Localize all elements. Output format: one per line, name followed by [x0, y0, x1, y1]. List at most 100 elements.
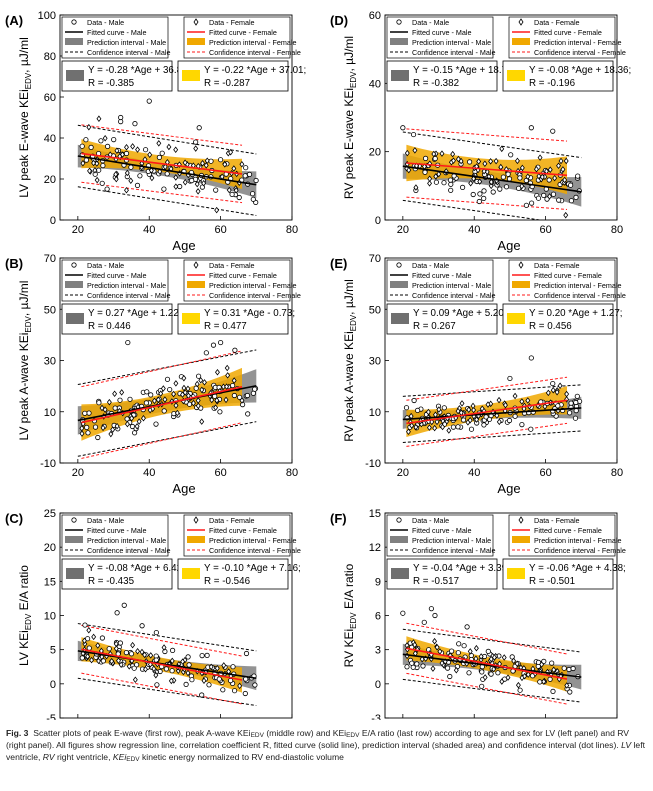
female-point — [458, 157, 464, 165]
legend-label: Data - Male — [87, 261, 124, 270]
female-point — [171, 390, 177, 398]
female-point — [478, 653, 484, 660]
male-point — [459, 184, 466, 190]
y-tick-label: 12 — [369, 542, 381, 554]
y-tick-label: 10 — [369, 407, 381, 419]
male-point — [186, 662, 192, 668]
female-point — [173, 402, 179, 409]
male-point — [523, 202, 530, 208]
female-equation-box: Y = -0.08 *Age + 18.36; R = -0.196 — [502, 60, 631, 92]
y-label-unit: , µJ/ml — [17, 281, 31, 317]
y-tick-label: 10 — [44, 611, 56, 623]
female-point — [116, 657, 121, 664]
male-point — [137, 173, 143, 179]
male-point — [159, 150, 165, 156]
male-point — [468, 426, 475, 432]
male-point — [218, 157, 224, 163]
female-point — [82, 637, 87, 645]
male-point — [448, 648, 455, 654]
male-point — [567, 689, 573, 695]
female-point — [201, 677, 207, 684]
x-axis-label: Age — [172, 238, 195, 253]
legend-label: Prediction interval - Male — [412, 38, 491, 47]
y-tick-label: -10 — [365, 458, 381, 470]
female-point — [86, 123, 92, 131]
male-point — [448, 187, 454, 193]
male-point — [85, 636, 91, 642]
equation-swatch — [182, 70, 200, 81]
male-point — [154, 682, 160, 688]
male-point — [455, 424, 461, 430]
female-point — [519, 674, 525, 682]
male-point — [535, 659, 542, 666]
female-point — [225, 372, 231, 379]
legend-label: Prediction interval - Male — [412, 281, 491, 290]
male-point — [220, 687, 226, 693]
legend-box — [386, 514, 494, 557]
equation-text: Y = 0.27 *Age + 1.22; — [88, 308, 182, 319]
male-point — [547, 676, 553, 682]
legend-label: Confidence interval - Female — [534, 291, 626, 300]
y-axis-label: RV KEiEDV E/A ratio — [342, 563, 358, 667]
female-point — [113, 175, 119, 183]
female-point — [470, 402, 476, 410]
male-point — [164, 376, 171, 382]
male-point — [508, 152, 514, 158]
female-point — [201, 180, 207, 187]
female-point — [181, 384, 187, 392]
y-tick-label: 0 — [375, 679, 381, 691]
caption-text-1: Scatter plots of peak E-wave (first row)… — [33, 728, 251, 738]
female-point — [436, 406, 442, 413]
female-point — [215, 368, 220, 376]
male-point — [546, 177, 552, 183]
legend-box — [61, 259, 169, 302]
panel-a: 20 40 60 80 0 20 40 60 80 100 Age LV peak E-wave KE… — [5, 10, 306, 253]
female-point — [200, 159, 206, 167]
female-point — [406, 166, 412, 174]
male-point — [528, 426, 534, 432]
male-point — [208, 158, 214, 164]
legend-label: Data - Female — [534, 516, 580, 525]
legend-label: Confidence interval - Male — [87, 48, 171, 57]
y-tick-label: 25 — [44, 508, 56, 520]
y-tick-label: 60 — [44, 92, 56, 104]
male-point — [414, 661, 420, 667]
female-point — [237, 682, 243, 690]
female-point — [434, 418, 440, 426]
female-equation-box: Y = -0.06 *Age + 4.38; R = -0.501 — [502, 558, 626, 590]
y-tick-label: 20 — [44, 174, 56, 186]
female-point — [173, 380, 179, 387]
female-point — [482, 160, 488, 168]
y-label-main: RV peak E-wave KEi — [342, 88, 356, 199]
y-tick-label: 30 — [369, 356, 381, 368]
female-point — [562, 176, 568, 184]
legend-label: Fitted curve - Male — [87, 271, 147, 280]
caption-text-4: left ventricle, — [6, 740, 645, 763]
female-point — [92, 166, 98, 174]
legend-label: Prediction interval - Female — [209, 536, 296, 545]
male-point — [573, 194, 579, 200]
outlier-point — [210, 342, 217, 348]
outlier-point — [528, 125, 534, 131]
female-point — [199, 386, 205, 394]
x-tick-label: 20 — [72, 467, 84, 479]
female-point — [436, 170, 442, 178]
legend-swatch — [390, 38, 408, 45]
female-point — [563, 211, 569, 219]
female-point — [89, 656, 95, 664]
legend-swatch — [390, 536, 408, 543]
equation-swatch — [391, 313, 409, 324]
male-point — [95, 434, 101, 441]
female-point — [503, 401, 508, 409]
legend-label: Fitted curve - Female — [209, 271, 277, 280]
male-point — [244, 392, 250, 399]
outlier-point — [550, 128, 556, 134]
caption-text-6: kinetic energy normalized to RV end-dias… — [139, 752, 344, 763]
female-point — [124, 186, 129, 194]
female-point — [505, 674, 511, 681]
axes-frame — [59, 14, 293, 221]
y-tick-label: 30 — [44, 356, 56, 368]
